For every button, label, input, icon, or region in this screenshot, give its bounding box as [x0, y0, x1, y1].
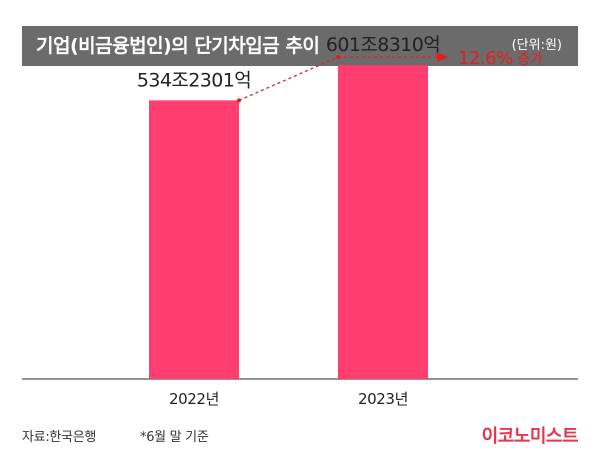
brand-logo: 이코노미스트: [481, 426, 579, 447]
growth-percent: 12.6%: [458, 48, 513, 69]
title-bar: 기업(비금융법인)의 단기차입금 추이 (단위:원): [22, 26, 578, 66]
bar-1: [338, 65, 428, 380]
x-tick-label-1: 2023년: [358, 390, 408, 408]
unit-label: (단위:원): [511, 38, 562, 53]
data-label-0: 534조2301억: [137, 69, 251, 91]
trend-start-dot: [237, 98, 241, 103]
chart-title: 기업(비금융법인)의 단기차입금 추이: [36, 35, 320, 57]
trend-connector-line: [238, 56, 339, 101]
source-label: 자료:한국은행: [22, 430, 97, 445]
growth-arrow-head: [437, 52, 448, 63]
growth-annotation: 12.6% 증가: [458, 48, 543, 69]
growth-suffix: 증가: [513, 52, 543, 68]
x-tick-label-0: 2022년: [169, 390, 219, 408]
bar-0: [149, 100, 239, 380]
data-label-1: 601조8310억: [326, 34, 440, 56]
footnote: *6월 말 기준: [140, 430, 209, 445]
